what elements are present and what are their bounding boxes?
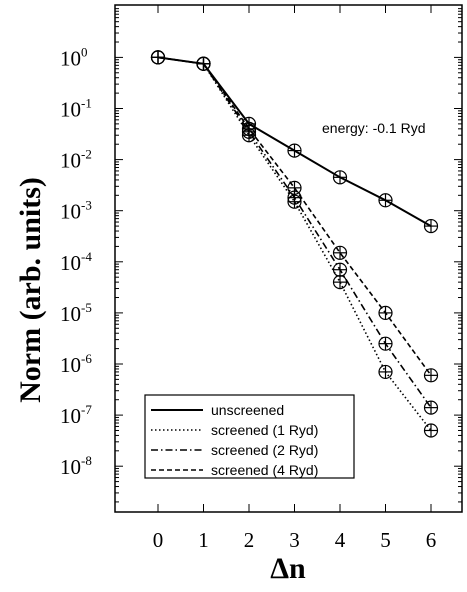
data-point-marker xyxy=(241,121,257,136)
data-point-marker xyxy=(423,423,439,438)
y-tick-exponent: -6 xyxy=(81,351,92,366)
y-tick-exponent: -7 xyxy=(81,402,92,417)
data-point-marker xyxy=(332,262,348,277)
y-tick-exponent: -2 xyxy=(81,147,92,162)
legend-label-2: screened (1 Ryd) xyxy=(211,422,318,438)
series-layer xyxy=(150,50,439,438)
data-point-marker xyxy=(423,368,439,383)
y-tick-exponent: 0 xyxy=(81,44,88,59)
y-tick-exponent: -4 xyxy=(81,249,92,264)
series-line-4 xyxy=(157,56,432,376)
y-tick-exponent: -1 xyxy=(81,96,92,111)
y-tick-exponent: -8 xyxy=(81,453,92,468)
y-tick-base: 10 xyxy=(60,149,81,173)
x-tick-label: 4 xyxy=(335,528,346,552)
x-tick-label: 2 xyxy=(244,528,255,552)
y-tick-base: 10 xyxy=(60,46,81,70)
legend-label-4: screened (4 Ryd) xyxy=(211,462,318,478)
data-point-marker xyxy=(378,364,393,380)
y-tick-label: 10-4 xyxy=(60,249,92,275)
energy-annotation: energy: -0.1 Ryd xyxy=(322,120,426,136)
plot-frame xyxy=(114,4,463,513)
legend-label-3: screened (2 Ryd) xyxy=(211,442,318,458)
series-line-3 xyxy=(157,56,432,409)
y-tick-base: 10 xyxy=(60,200,81,224)
y-tick-label: 10-1 xyxy=(60,96,92,122)
legend-label-1: unscreened xyxy=(211,402,284,418)
y-tick-base: 10 xyxy=(60,251,81,275)
data-point-marker xyxy=(287,180,302,195)
y-tick-label: 10-8 xyxy=(60,453,92,479)
legend: unscreened screened (1 Ryd) screened (2 Ry… xyxy=(144,394,355,479)
y-tick-base: 10 xyxy=(60,98,81,122)
data-point-marker xyxy=(423,400,439,415)
legend-box xyxy=(144,394,355,479)
y-tick-base: 10 xyxy=(60,302,81,326)
data-point-marker xyxy=(378,193,393,208)
y-tick-label: 10-6 xyxy=(60,351,92,377)
data-point-marker xyxy=(423,218,439,234)
y-tick-label: 10-3 xyxy=(60,198,92,224)
data-point-marker xyxy=(332,245,348,260)
data-point-marker xyxy=(332,275,348,290)
x-axis-title: Δn xyxy=(270,552,306,585)
y-tick-base: 10 xyxy=(60,455,81,479)
y-tick-label: 10-5 xyxy=(60,300,92,326)
y-tick-base: 10 xyxy=(60,353,81,377)
data-point-marker xyxy=(287,143,302,158)
y-tick-exponent: -5 xyxy=(81,300,92,315)
x-tick-label: 1 xyxy=(198,528,209,552)
y-axis-title: Norm (arb. units) xyxy=(14,177,47,403)
y-tick-label: 10-7 xyxy=(60,402,92,428)
x-tick-label: 0 xyxy=(153,528,164,552)
x-tick-label: 6 xyxy=(426,528,437,552)
y-tick-exponent: -3 xyxy=(81,198,92,213)
y-tick-base: 10 xyxy=(60,404,81,428)
x-tick-label: 5 xyxy=(380,528,391,552)
y-tick-label: 10-2 xyxy=(60,147,92,173)
data-point-marker xyxy=(150,50,166,65)
series-line-2 xyxy=(157,56,432,431)
x-tick-label: 3 xyxy=(289,528,300,552)
data-point-marker xyxy=(196,56,211,71)
y-tick-label: 100 xyxy=(60,44,88,70)
data-point-marker xyxy=(378,336,393,351)
data-point-marker xyxy=(378,305,393,320)
data-point-marker xyxy=(332,170,348,185)
